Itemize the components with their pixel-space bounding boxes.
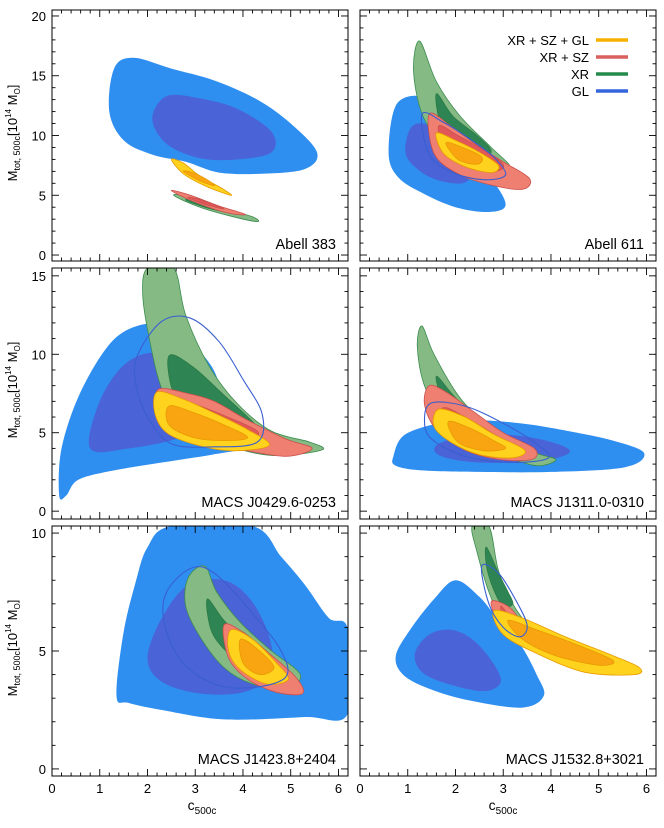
x-axis-label-right: c500c xyxy=(489,797,518,817)
x-tick-label: 5 xyxy=(287,781,294,796)
panel-2: Abell 611 xyxy=(359,9,657,262)
panel-3: 0 5 10 15 MACS J0429.6-0253 xyxy=(32,267,349,520)
contour-all-inner xyxy=(447,420,507,452)
y-tick-label: 10 xyxy=(32,526,46,541)
x-tick-label: 6 xyxy=(335,781,342,796)
x-tick-label: 0 xyxy=(48,781,55,796)
legend: XR + SZ + GL XR + SZ XR GL xyxy=(507,33,628,99)
contour-group xyxy=(388,40,532,213)
x-tick-label: 3 xyxy=(500,781,507,796)
x-tick-label: 2 xyxy=(144,781,151,796)
y-axis-label-row2: Mtot, 500c[1014 MO] xyxy=(4,342,22,439)
contour-gl-inner xyxy=(152,94,276,161)
contour-gl-line xyxy=(162,566,289,689)
contour-group xyxy=(392,325,645,473)
contour-group xyxy=(395,526,643,708)
legend-label-gl: GL xyxy=(572,84,589,99)
legend-label-xrsz: XR + SZ xyxy=(540,50,590,65)
panel-5: 0 5 10 0 1 2 3 4 5 6 MACS J1423.8+2404 xyxy=(32,525,349,796)
contour-all-inner xyxy=(445,141,483,165)
y-tick-label: 0 xyxy=(39,248,46,263)
y-tick-label: 0 xyxy=(39,504,46,519)
y-tick-label: 20 xyxy=(32,9,46,24)
x-tick-label: 1 xyxy=(96,781,103,796)
x-tick-label: 6 xyxy=(643,781,650,796)
contour-all-inner xyxy=(238,638,275,676)
contour-group xyxy=(108,57,318,223)
x-tick-label: 0 xyxy=(356,781,363,796)
svg-text:c500c: c500c xyxy=(188,797,217,817)
y-tick-label: 0 xyxy=(39,762,46,777)
panel-frame xyxy=(51,267,349,520)
legend-label-xr: XR xyxy=(571,67,589,82)
x-tick-label: 1 xyxy=(404,781,411,796)
svg-text:Mtot, 500c[1014 MO]: Mtot, 500c[1014 MO] xyxy=(4,600,22,697)
y-axis-label-row1: Mtot, 500c[1014 MO] xyxy=(4,85,22,182)
panel-1: 0 5 10 15 20 Abell 383 xyxy=(32,9,349,263)
panel-4: MACS J1311.0-0310 xyxy=(359,267,657,520)
y-axis-label-row3: Mtot, 500c[1014 MO] xyxy=(4,600,22,697)
contour-gl-line xyxy=(480,563,528,638)
x-tick-label: 4 xyxy=(547,781,554,796)
contour-gl-line xyxy=(133,315,265,448)
contour-gl-inner xyxy=(414,629,501,692)
contour-gl-line xyxy=(423,401,551,464)
panel-title: Abell 611 xyxy=(585,237,644,253)
contour-group xyxy=(116,526,348,721)
legend-label-all: XR + SZ + GL xyxy=(507,33,589,48)
panel-title: MACS J1423.8+2404 xyxy=(198,752,336,768)
y-tick-label: 5 xyxy=(39,644,46,659)
svg-text:Mtot, 500c[1014 MO]: Mtot, 500c[1014 MO] xyxy=(4,342,22,439)
contour-all-outer xyxy=(170,158,233,196)
contour-all-inner xyxy=(507,619,615,666)
svg-text:c500c: c500c xyxy=(489,797,518,817)
contour-xrsz-inner xyxy=(187,196,225,210)
panel-6: 0 1 2 3 4 5 6 MACS J1532.8+3021 xyxy=(356,525,657,796)
contour-xr-inner xyxy=(484,546,514,608)
contour-gl-line xyxy=(420,111,507,181)
y-tick-label: 15 xyxy=(32,69,46,84)
panel-title: MACS J1532.8+3021 xyxy=(506,752,644,768)
x-tick-label: 5 xyxy=(595,781,602,796)
contour-group xyxy=(58,268,325,500)
x-tick-label: 3 xyxy=(192,781,199,796)
y-tick-label: 10 xyxy=(32,129,46,144)
contour-all-inner xyxy=(182,170,215,187)
x-tick-label: 4 xyxy=(239,781,246,796)
svg-text:Mtot, 500c[1014 MO]: Mtot, 500c[1014 MO] xyxy=(4,85,22,182)
panel-title: MACS J0429.6-0253 xyxy=(201,495,336,511)
y-tick-label: 5 xyxy=(39,426,46,441)
x-axis-label-left: c500c xyxy=(188,797,217,817)
y-tick-label: 15 xyxy=(32,269,46,284)
panel-frame xyxy=(359,267,657,520)
panel-title: Abell 383 xyxy=(276,237,336,253)
y-tick-label: 10 xyxy=(32,347,46,362)
panel-title: MACS J1311.0-0310 xyxy=(510,495,644,511)
x-tick-label: 2 xyxy=(452,781,459,796)
contour-all-inner xyxy=(165,405,249,442)
y-tick-label: 5 xyxy=(39,188,46,203)
